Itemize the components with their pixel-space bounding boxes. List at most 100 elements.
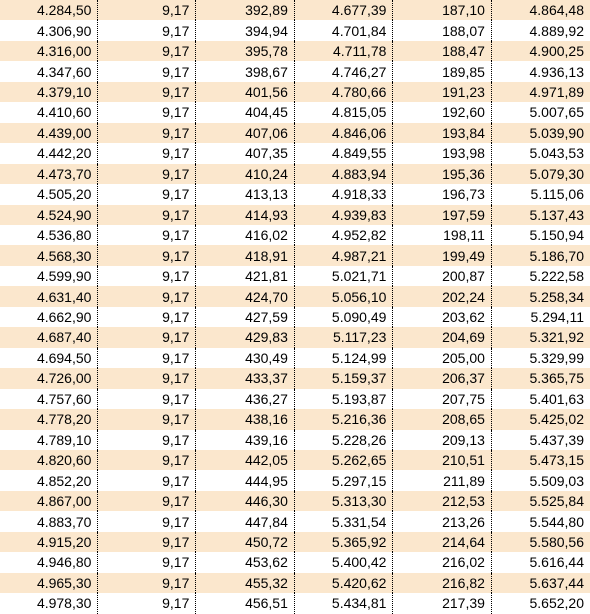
table-cell: 4.849,55 — [294, 143, 393, 163]
table-cell: 4.306,90 — [0, 20, 98, 40]
table-row: 4.946,809,17453,625.400,42216,025.616,44 — [0, 552, 590, 572]
table-cell: 4.599,90 — [0, 266, 98, 286]
table-cell: 5.420,62 — [294, 573, 393, 593]
table-cell: 5.115,06 — [491, 184, 590, 204]
table-cell: 199,49 — [393, 245, 492, 265]
table-cell: 456,51 — [196, 593, 295, 613]
table-cell: 209,13 — [393, 430, 492, 450]
table-row: 4.439,009,17407,064.846,06193,845.039,90 — [0, 123, 590, 143]
table-cell: 5.117,23 — [294, 327, 393, 347]
table-cell: 9,17 — [98, 593, 196, 613]
table-cell: 4.568,30 — [0, 245, 98, 265]
table-row: 4.789,109,17439,165.228,26209,135.437,39 — [0, 430, 590, 450]
table-cell: 5.365,92 — [294, 532, 393, 552]
table-cell: 9,17 — [98, 389, 196, 409]
table-cell: 4.978,30 — [0, 593, 98, 613]
table-cell: 4.789,10 — [0, 430, 98, 450]
table-cell: 189,85 — [393, 61, 492, 81]
table-cell: 5.258,34 — [491, 286, 590, 306]
table-cell: 4.815,05 — [294, 102, 393, 122]
table-cell: 398,67 — [196, 61, 295, 81]
table-row: 4.536,809,17416,024.952,82198,115.150,94 — [0, 225, 590, 245]
table-cell: 4.631,40 — [0, 286, 98, 306]
table-cell: 211,89 — [393, 470, 492, 490]
table-cell: 4.677,39 — [294, 0, 393, 20]
table-cell: 5.437,39 — [491, 430, 590, 450]
table-cell: 9,17 — [98, 368, 196, 388]
table-cell: 4.746,27 — [294, 61, 393, 81]
table-row: 4.568,309,17418,914.987,21199,495.186,70 — [0, 245, 590, 265]
table-cell: 4.711,78 — [294, 41, 393, 61]
table-cell: 439,16 — [196, 430, 295, 450]
table-cell: 5.039,90 — [491, 123, 590, 143]
table-cell: 4.987,21 — [294, 245, 393, 265]
table-cell: 5.043,53 — [491, 143, 590, 163]
table-cell: 421,81 — [196, 266, 295, 286]
table-cell: 4.662,90 — [0, 307, 98, 327]
table-cell: 9,17 — [98, 327, 196, 347]
table-cell: 4.939,83 — [294, 205, 393, 225]
table-row: 4.726,009,17433,375.159,37206,375.365,75 — [0, 368, 590, 388]
table-row: 4.442,209,17407,354.849,55193,985.043,53 — [0, 143, 590, 163]
table-cell: 410,24 — [196, 164, 295, 184]
table-row: 4.524,909,17414,934.939,83197,595.137,43 — [0, 205, 590, 225]
table-cell: 404,45 — [196, 102, 295, 122]
table-cell: 442,05 — [196, 450, 295, 470]
table-cell: 4.284,50 — [0, 0, 98, 20]
table-cell: 424,70 — [196, 286, 295, 306]
table-cell: 9,17 — [98, 450, 196, 470]
table-cell: 4.410,60 — [0, 102, 98, 122]
table-cell: 9,17 — [98, 82, 196, 102]
table-cell: 5.262,65 — [294, 450, 393, 470]
table-row: 4.694,509,17430,495.124,99205,005.329,99 — [0, 348, 590, 368]
table-row: 4.820,609,17442,055.262,65210,515.473,15 — [0, 450, 590, 470]
table-cell: 5.652,20 — [491, 593, 590, 613]
table-row: 4.978,309,17456,515.434,81217,395.652,20 — [0, 593, 590, 613]
table-cell: 4.701,84 — [294, 20, 393, 40]
table-cell: 9,17 — [98, 430, 196, 450]
table-cell: 4.883,94 — [294, 164, 393, 184]
table-cell: 4.379,10 — [0, 82, 98, 102]
table-cell: 427,59 — [196, 307, 295, 327]
table-cell: 191,23 — [393, 82, 492, 102]
table-cell: 4.473,70 — [0, 164, 98, 184]
table-cell: 5.425,02 — [491, 409, 590, 429]
table-cell: 200,87 — [393, 266, 492, 286]
table-cell: 9,17 — [98, 532, 196, 552]
table-row: 4.410,609,17404,454.815,05192,605.007,65 — [0, 102, 590, 122]
table-row: 4.473,709,17410,244.883,94195,365.079,30 — [0, 164, 590, 184]
table-row: 4.852,209,17444,955.297,15211,895.509,03 — [0, 470, 590, 490]
table-cell: 197,59 — [393, 205, 492, 225]
table-cell: 4.726,00 — [0, 368, 98, 388]
table-cell: 213,26 — [393, 511, 492, 531]
table-cell: 5.222,58 — [491, 266, 590, 286]
table-cell: 429,83 — [196, 327, 295, 347]
table-cell: 205,00 — [393, 348, 492, 368]
table-cell: 4.915,20 — [0, 532, 98, 552]
table-cell: 5.090,49 — [294, 307, 393, 327]
table-cell: 188,47 — [393, 41, 492, 61]
table-cell: 4.536,80 — [0, 225, 98, 245]
table-cell: 4.965,30 — [0, 573, 98, 593]
table-cell: 187,10 — [393, 0, 492, 20]
table-cell: 4.952,82 — [294, 225, 393, 245]
table-cell: 413,13 — [196, 184, 295, 204]
table-cell: 5.321,92 — [491, 327, 590, 347]
table-cell: 9,17 — [98, 511, 196, 531]
table-cell: 446,30 — [196, 491, 295, 511]
table-cell: 9,17 — [98, 41, 196, 61]
table-row: 4.347,609,17398,674.746,27189,854.936,13 — [0, 61, 590, 81]
table-cell: 217,39 — [393, 593, 492, 613]
table-cell: 5.401,63 — [491, 389, 590, 409]
table-row: 4.316,009,17395,784.711,78188,474.900,25 — [0, 41, 590, 61]
table-cell: 5.365,75 — [491, 368, 590, 388]
table-cell: 5.331,54 — [294, 511, 393, 531]
table-cell: 9,17 — [98, 552, 196, 572]
table-cell: 9,17 — [98, 102, 196, 122]
table-cell: 202,24 — [393, 286, 492, 306]
table-cell: 447,84 — [196, 511, 295, 531]
table-cell: 4.946,80 — [0, 552, 98, 572]
table-cell: 4.971,89 — [491, 82, 590, 102]
table-cell: 9,17 — [98, 266, 196, 286]
table-cell: 5.313,30 — [294, 491, 393, 511]
